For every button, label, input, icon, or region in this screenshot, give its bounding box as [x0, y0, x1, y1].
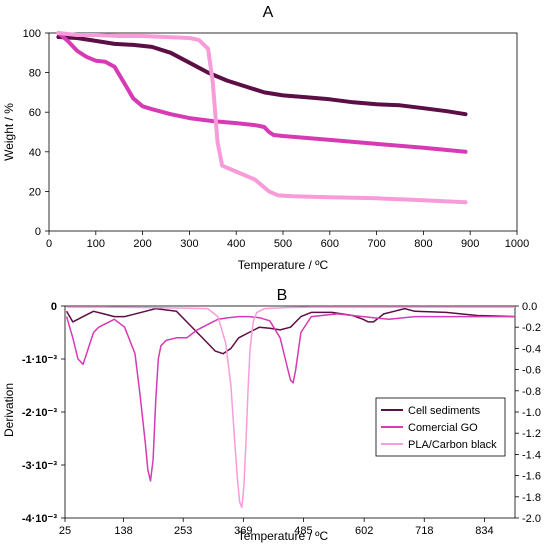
- chart-a-y-ticks: 0 20 40 60 80 100: [23, 28, 49, 238]
- y2-tick-label: -2.0: [522, 513, 541, 525]
- x-tick-label: 1000: [505, 238, 529, 250]
- y-tick-label: 0: [51, 301, 57, 313]
- x-tick-label: 718: [415, 525, 433, 537]
- y2-tick-label: 0.0: [522, 301, 537, 313]
- y2-tick-label: -0.6: [522, 365, 541, 377]
- y2-tick-label: -1.2: [522, 428, 541, 440]
- x-tick-label: 0: [46, 238, 52, 250]
- series-line-1: [65, 307, 516, 355]
- chart-b-series: [65, 306, 516, 509]
- y2-tick-label: -1.0: [522, 407, 541, 419]
- y-tick-label: 40: [29, 147, 41, 159]
- y2-tick-label: -0.4: [522, 343, 541, 355]
- y-tick-label: 80: [29, 68, 41, 80]
- legend-label: Comercial GO: [408, 422, 478, 434]
- y-tick-label: -3·10⁻³: [22, 460, 57, 472]
- x-tick-label: 200: [133, 238, 151, 250]
- y2-tick-label: -1.4: [522, 449, 541, 461]
- chart-b-title: B: [277, 287, 288, 304]
- x-tick-label: 834: [475, 525, 493, 537]
- x-tick-label: 600: [321, 238, 339, 250]
- x-tick-label: 100: [87, 238, 105, 250]
- chart-b: B 25 138 253 369 485 602 718 834 0 -1·10⁻³ -2·10⁻…: [2, 287, 541, 543]
- series-line-2: [65, 313, 515, 482]
- x-tick-label: 253: [174, 525, 192, 537]
- y2-tick-label: -1.6: [522, 471, 541, 483]
- series-line-3: [56, 31, 468, 205]
- series-line-1: [56, 35, 468, 117]
- y-tick-label: -1·10⁻³: [22, 354, 57, 366]
- chart-a-x-ticks: 0 100 200 300 400 500 600 700 800 900 1000: [46, 231, 529, 250]
- x-tick-label: 900: [461, 238, 479, 250]
- y-tick-label: 60: [29, 107, 41, 119]
- chart-b-legend: Cell sediments Comercial GO PLA/Carbon bla…: [375, 397, 506, 457]
- y-tick-label: -2·10⁻³: [22, 407, 57, 419]
- chart-b-y2-ticks: 0.0 -0.2 -0.4 -0.6 -0.8 -1.0 -1.2 -1.4 -1.6 -1.8 -…: [515, 301, 541, 525]
- x-tick-label: 800: [414, 238, 432, 250]
- chart-b-x-label: Temperature / ºC: [238, 529, 329, 543]
- x-tick-label: 138: [114, 525, 132, 537]
- chart-a-series: [56, 31, 468, 205]
- x-tick-label: 25: [59, 525, 71, 537]
- x-tick-label: 400: [227, 238, 245, 250]
- chart-a-x-label: Temperature / ºC: [238, 258, 329, 272]
- chart-a-y-label: Weight / %: [2, 103, 16, 161]
- x-tick-label: 700: [367, 238, 385, 250]
- y-tick-label: -4·10⁻³: [22, 513, 57, 525]
- x-tick-label: 300: [180, 238, 198, 250]
- x-tick-label: 369: [234, 525, 252, 537]
- x-tick-label: 602: [355, 525, 373, 537]
- series-line-2: [56, 31, 468, 154]
- y-tick-label: 100: [23, 28, 41, 40]
- chart-b-y-ticks: 0 -1·10⁻³ -2·10⁻³ -3·10⁻³ -4·10⁻³: [22, 301, 65, 525]
- chart-b-y-label: Derivation: [2, 383, 16, 437]
- legend-label: Cell sediments: [408, 405, 481, 417]
- chart-b-x-ticks: 25 138 253 369 485 602 718 834: [59, 518, 494, 537]
- y-tick-label: 20: [29, 186, 41, 198]
- x-tick-label: 500: [274, 238, 292, 250]
- y2-tick-label: -0.2: [522, 322, 541, 334]
- legend-label: PLA/Carbon black: [408, 439, 497, 451]
- y2-tick-label: -0.8: [522, 386, 541, 398]
- chart-a-title: A: [263, 4, 274, 21]
- series-line-3: [66, 306, 515, 509]
- y-tick-label: 0: [35, 226, 41, 238]
- chart-a-plot-area: [48, 32, 518, 232]
- chart-a: A 0 100 200 300 400 500 600 700 800 900 1000 0 20 40…: [2, 4, 529, 272]
- y2-tick-label: -1.8: [522, 492, 541, 504]
- x-tick-label: 485: [294, 525, 312, 537]
